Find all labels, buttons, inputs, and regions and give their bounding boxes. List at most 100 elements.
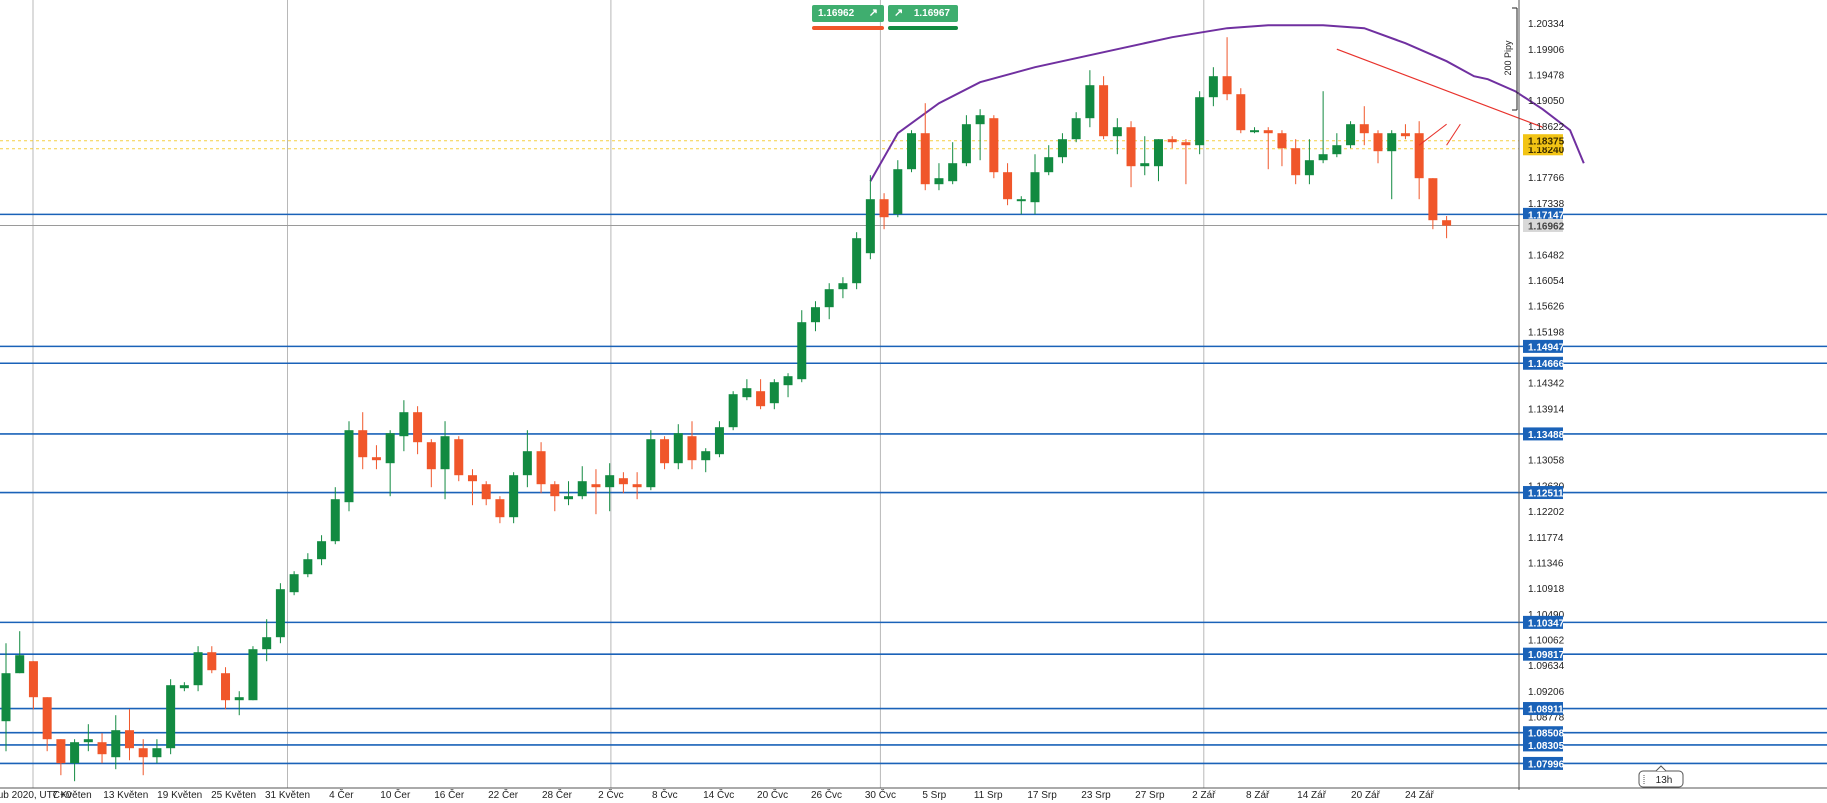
bull-candle [1112,127,1122,137]
bull-candle [564,496,574,500]
bull-candle [1332,145,1342,155]
level-tag-label: 1.12511 [1528,489,1564,500]
y-axis-title: 200 Pipy [1503,40,1513,76]
bull-candle [714,427,724,455]
bear-candle [536,451,546,485]
level-tag-box [1523,356,1563,370]
timeframe-badge[interactable]: 13h [1638,765,1684,788]
trendlines[interactable] [1336,48,1543,146]
x-tick-label: 10 Čer [380,788,411,801]
bull-candle [1016,199,1026,202]
bull-candle [961,124,971,164]
bull-candle [769,382,779,404]
y-tick-label: 1.18622 [1528,122,1565,133]
bear-candle [920,133,930,185]
level-tag-label: 1.08911 [1528,705,1564,716]
x-tick-label: 13 Květen [103,790,148,801]
bull-candle [344,430,354,503]
level-tag-label: 1.09817 [1528,650,1565,661]
bull-candle [1208,76,1218,98]
trendline-segment [1446,123,1461,146]
bull-candle [1057,139,1067,158]
x-tick-label: 30 Čvc [865,788,896,801]
y-tick-label: 1.14342 [1528,379,1565,390]
x-tick-label: 14 Čvc [703,788,734,801]
x-tick-label: 23 Srp [1081,790,1111,801]
bear-candle [1291,148,1301,176]
level-tag-box [1523,647,1563,661]
bull-candle [385,433,395,464]
x-tick-label: 11 Srp [974,790,1003,801]
x-tick-label: 20 Zář [1351,790,1381,801]
y-tick-label: 1.10490 [1528,610,1565,621]
bear-candle [28,661,38,698]
bear-candle [1359,124,1369,134]
x-tick-label: 17 Srp [1027,790,1057,801]
bull-candle [797,322,807,380]
bull-candle [152,748,162,758]
bull-candle [893,169,903,215]
bear-candle [454,439,464,476]
bull-candle [1250,130,1260,133]
bear-candle [550,484,560,497]
bear-candle [495,499,505,518]
sell-button[interactable]: 1.16962 ↗ [812,5,884,22]
level-tag-box [1523,134,1563,148]
buy-indicator-bar [888,26,958,30]
level-tag-label: 1.08508 [1528,729,1565,740]
bull-candle [1140,163,1150,167]
level-tag-label: 1.18375 [1528,137,1565,148]
y-tick-label: 1.11774 [1528,533,1564,544]
bull-candle [83,739,93,743]
level-tag-box [1523,339,1563,353]
arrow-up-right-icon: ↗ [868,7,878,19]
x-tick-label: 2 Čvc [598,788,624,801]
bull-candle [234,697,244,701]
bull-candle [605,475,615,488]
y-tick-labels: 1.20334 1.19906 1.19478 1.19050 1.18622 1.177… [1528,19,1565,723]
level-tag-label: 1.14666 [1528,359,1565,370]
level-tag-box [1523,756,1563,770]
bull-candle [111,730,121,758]
y-tick-label: 1.09206 [1528,687,1565,698]
bull-candle [179,685,189,689]
horizontal-level-lines[interactable] [0,140,1827,765]
y-tick-label: 1.09634 [1528,661,1565,672]
y-tick-label: 1.08778 [1528,713,1565,724]
bear-candle [1099,85,1109,137]
buy-button[interactable]: ↗ 1.16967 [888,5,958,22]
bull-candle [824,289,834,308]
bear-candle [1167,139,1177,143]
bull-candle [330,499,340,542]
bull-candle [1,673,11,722]
x-tick-label: 4 Čer [329,788,354,801]
moving-average-line [869,24,1585,182]
bull-candle [1346,124,1356,146]
bull-candle [783,376,793,386]
bull-candle [1318,154,1328,161]
sell-price: 1.16962 [818,8,855,19]
x-tick-label: 28 Čer [542,788,573,801]
candlesticks [1,37,1452,782]
y-tick-label: 1.13914 [1528,404,1565,415]
bull-candle [701,451,711,461]
level-tag-label: 1.17147 [1528,210,1565,221]
level-tag-label: 1.10347 [1528,618,1565,629]
bull-candle [289,574,299,593]
bear-candle [1400,133,1410,137]
bear-candle [591,484,601,488]
x-tick-label: 20 Čvc [757,788,788,801]
y-tick-label: 1.20334 [1528,19,1565,30]
bear-candle [660,439,670,464]
bull-candle [975,115,985,125]
bear-candle [221,673,231,701]
bull-candle [948,163,958,182]
level-tag-label: 1.08305 [1528,741,1565,752]
trendline-segment [1418,123,1447,146]
level-tag-box [1523,486,1563,500]
buy-price: 1.16967 [913,8,950,19]
sell-indicator-bar [812,26,884,30]
level-tag-box [1523,738,1563,752]
bull-candle [193,652,203,686]
y-tick-label: 1.15626 [1528,302,1565,313]
